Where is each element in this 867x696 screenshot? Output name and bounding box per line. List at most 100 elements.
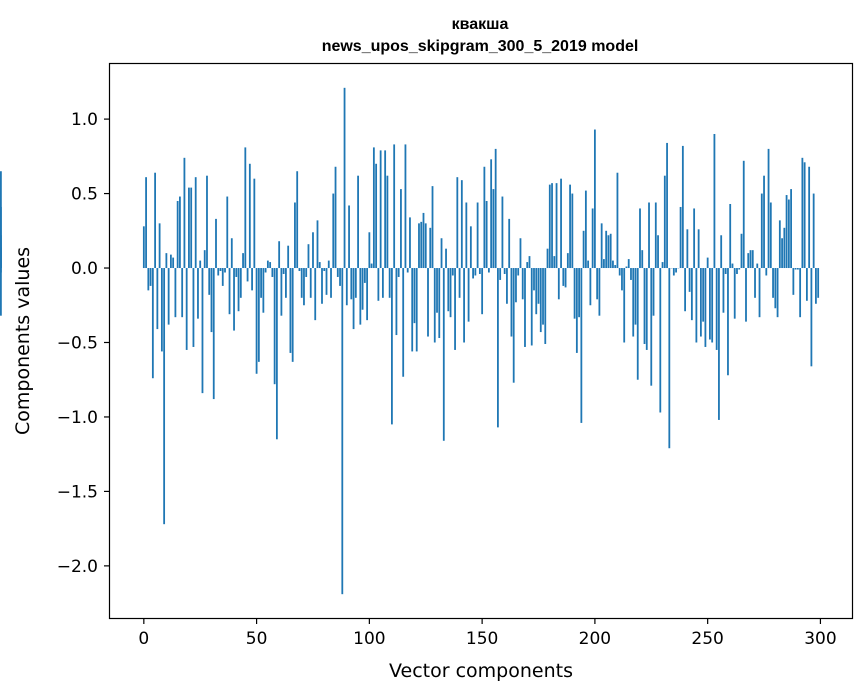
x-tick-label: 300 [804, 629, 836, 649]
bar-113 [397, 268, 400, 277]
y-tick-label: −1.5 [57, 482, 98, 502]
bar-197 [587, 260, 590, 269]
bar-196 [584, 190, 587, 269]
bar-236 [675, 268, 677, 273]
bar-201 [596, 268, 599, 300]
bar-87 [339, 268, 341, 286]
bar-255 [718, 268, 720, 420]
bar-17 [181, 268, 184, 318]
bar-23 [194, 177, 197, 269]
bar-157 [497, 268, 499, 428]
bar-200 [593, 129, 596, 269]
bar-91 [348, 205, 350, 269]
bar-69 [298, 268, 301, 272]
bar-274 [760, 193, 763, 269]
bar-259 [727, 268, 729, 376]
bar-217 [632, 268, 635, 337]
bar-28 [206, 175, 208, 269]
bars-group [0, 87, 820, 595]
bar-268 [747, 253, 750, 269]
bar-176 [539, 268, 542, 333]
bar-53 [262, 268, 265, 313]
bar-150 [481, 268, 484, 315]
bar-162 [508, 218, 511, 269]
bar-38 [228, 268, 231, 315]
bar-207 [609, 233, 612, 269]
bar-134 [445, 248, 447, 269]
bar-198 [589, 268, 592, 306]
bar-127 [429, 227, 432, 269]
bar-244 [693, 208, 696, 269]
bar-12 [169, 254, 172, 269]
bar-107 [384, 150, 387, 269]
bar-161 [506, 268, 508, 304]
bar-26 [201, 268, 204, 394]
bar-72 [305, 268, 308, 277]
bar-24 [197, 268, 199, 319]
bar-133 [442, 268, 445, 441]
bar-289 [794, 268, 797, 270]
bar-77 [316, 220, 319, 269]
bar-65 [289, 268, 292, 353]
bar-185 [560, 178, 562, 269]
bar-291 [799, 268, 802, 318]
bar-60 [278, 241, 281, 269]
bar-61 [280, 268, 283, 316]
bar-73 [307, 244, 310, 269]
bar-262 [733, 268, 736, 319]
y-tick-label: −0.5 [57, 333, 98, 353]
bar-179 [546, 248, 549, 269]
bar-266 [742, 160, 745, 269]
bar-187 [564, 268, 567, 288]
bar-120 [413, 268, 416, 324]
bar-74 [309, 268, 312, 298]
bar-131 [438, 268, 441, 339]
bar-233 [668, 268, 671, 449]
bar-33 [217, 268, 220, 276]
bar-210 [616, 172, 619, 269]
bar-88 [341, 268, 344, 595]
bar-211 [618, 268, 621, 276]
bar-227 [654, 202, 657, 269]
bar-212 [621, 268, 623, 291]
bar-158 [499, 268, 502, 280]
bar-78 [318, 262, 321, 269]
bar-206 [607, 235, 610, 269]
bar-5 [154, 172, 156, 269]
bar-139 [456, 177, 459, 269]
bar-108 [386, 175, 389, 269]
bar-248 [702, 268, 705, 322]
bar-80 [323, 268, 326, 272]
bar-269 [749, 250, 752, 269]
bar-83 [330, 268, 332, 298]
bar-281 [776, 268, 779, 318]
bar-85 [334, 166, 337, 269]
y-tick-label: −2.0 [57, 557, 98, 577]
bar-138 [454, 268, 456, 350]
bar-247 [699, 268, 702, 337]
bar-103 [375, 163, 378, 269]
bar-140 [458, 268, 461, 298]
bar-177 [542, 268, 544, 325]
bar-290 [796, 268, 799, 270]
bar-143 [465, 202, 468, 269]
bar-146 [472, 268, 474, 279]
bar-151 [483, 166, 486, 269]
bar-280 [774, 268, 777, 309]
chart-subtitle: news_upos_skipgram_300_5_2019 model [322, 38, 639, 55]
bar-254 [715, 268, 718, 350]
bar-135 [447, 268, 450, 312]
bar-129 [433, 268, 436, 343]
bar-261 [731, 263, 734, 269]
bar-42 [237, 268, 240, 312]
bar-257 [722, 268, 725, 313]
bar-180 [548, 184, 551, 269]
bar-164 [512, 268, 515, 383]
bar-15 [176, 201, 179, 269]
bar-34 [219, 268, 222, 272]
bar-283 [781, 238, 783, 269]
bar-112 [395, 268, 398, 336]
bar-188 [566, 253, 569, 269]
bar-undefined [0, 268, 2, 273]
x-tick-label: 200 [579, 629, 611, 649]
